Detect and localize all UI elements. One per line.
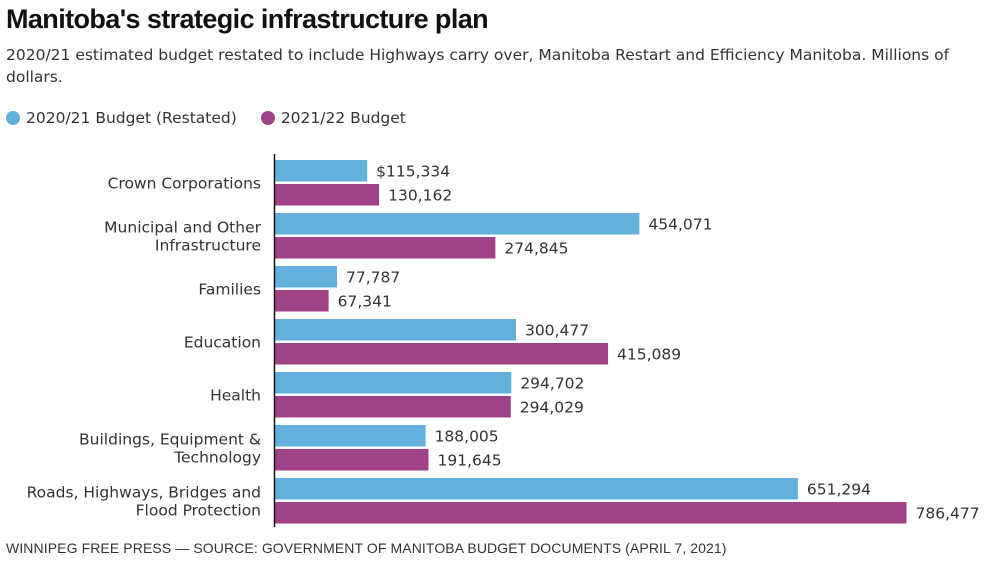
category-label: Roads, Highways, Bridges and xyxy=(27,483,261,501)
legend-dot-icon xyxy=(260,111,275,125)
bar-2020-21 xyxy=(274,372,512,394)
bar-2021-22 xyxy=(274,502,907,524)
category-label: Technology xyxy=(173,448,261,466)
data-label: 415,089 xyxy=(617,345,681,363)
bar-2021-22 xyxy=(274,184,380,206)
category-label: Education xyxy=(184,333,261,351)
bar-2021-22 xyxy=(274,290,329,312)
legend: 2020/21 Budget (Restated) 2021/22 Budget xyxy=(6,109,430,127)
bar-2020-21 xyxy=(274,213,640,235)
bar-2021-22 xyxy=(274,396,511,418)
chart-subtitle: 2020/21 estimated budget restated to inc… xyxy=(6,46,950,86)
category-label: Municipal and Other xyxy=(104,218,261,236)
category-label: Flood Protection xyxy=(136,501,261,519)
legend-label: 2020/21 Budget (Restated) xyxy=(26,109,237,127)
data-label: $115,334 xyxy=(376,162,450,180)
data-label: 130,162 xyxy=(388,186,452,204)
source-footer: WINNIPEG FREE PRESS — SOURCE: GOVERNMENT… xyxy=(6,540,727,556)
data-label: 67,341 xyxy=(338,292,392,310)
legend-dot-icon xyxy=(6,111,20,125)
bar-2020-21 xyxy=(274,160,368,182)
bar-2021-22 xyxy=(274,449,429,471)
category-label: Infrastructure xyxy=(155,236,261,254)
data-label: 651,294 xyxy=(807,480,871,498)
data-label: 274,845 xyxy=(504,239,568,257)
bar-2021-22 xyxy=(274,343,609,365)
bar-2020-21 xyxy=(274,478,798,500)
bar-2020-21 xyxy=(274,266,338,288)
data-label: 77,787 xyxy=(346,268,400,286)
data-label: 786,477 xyxy=(916,504,980,522)
bar-2020-21 xyxy=(274,425,426,447)
category-label: Health xyxy=(210,386,261,404)
legend-label: 2021/22 Budget xyxy=(280,109,406,127)
data-label: 294,702 xyxy=(520,374,584,392)
category-label: Families xyxy=(198,280,261,298)
legend-item-2020-21: 2020/21 Budget (Restated) xyxy=(6,109,237,127)
category-label: Buildings, Equipment & xyxy=(79,430,261,448)
chart-title: Manitoba's strategic infrastructure plan xyxy=(6,4,489,34)
bar-2021-22 xyxy=(274,237,496,259)
data-label: 300,477 xyxy=(525,321,589,339)
data-label: 188,005 xyxy=(435,427,499,445)
data-label: 454,071 xyxy=(648,215,712,233)
data-label: 191,645 xyxy=(438,451,502,469)
category-label: Crown Corporations xyxy=(108,174,261,192)
bar-2020-21 xyxy=(274,319,516,341)
data-label: 294,029 xyxy=(520,398,584,416)
legend-item-2021-22: 2021/22 Budget xyxy=(260,109,406,127)
